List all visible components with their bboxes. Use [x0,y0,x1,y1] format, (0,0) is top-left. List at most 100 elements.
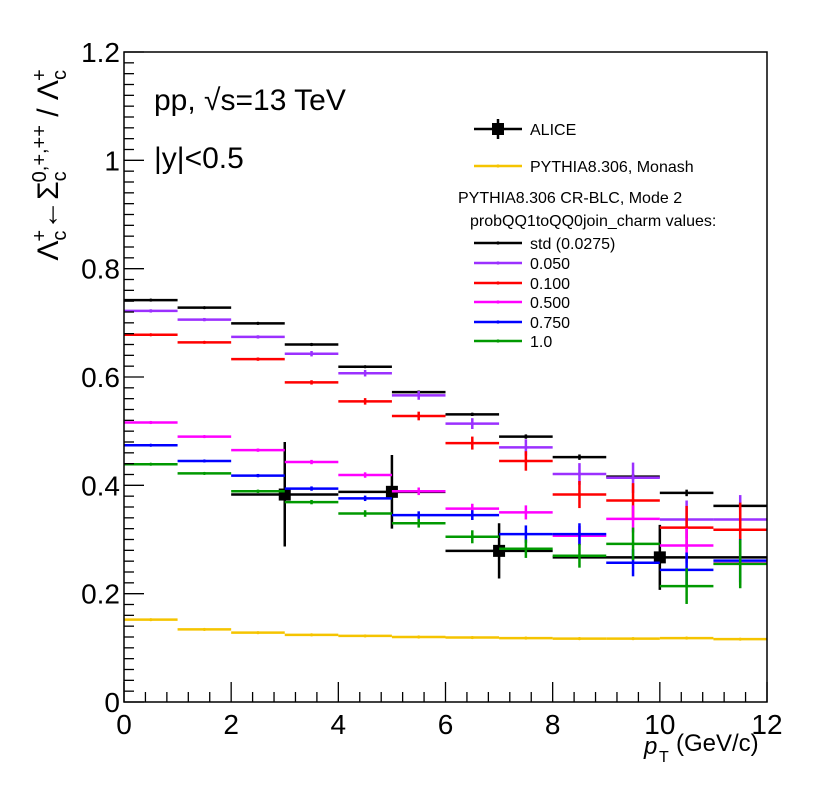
legend-label: 0.050 [530,256,570,273]
data-point-marker [738,562,742,566]
data-point-marker [363,371,367,375]
data-point-marker [524,636,528,640]
data-point-marker [256,357,260,361]
data-point-marker [309,342,314,347]
data-point-marker [577,492,582,497]
data-point-marker [685,636,689,640]
data-point-marker [149,309,153,313]
data-point-marker [685,584,689,588]
legend-marker [496,261,500,265]
data-point-marker [309,633,314,637]
data-point-marker [256,448,260,452]
data-point-marker [631,561,635,565]
data-point-marker [309,500,314,504]
y-tick-label: 0.2 [81,579,120,610]
data-point-marker [363,496,367,500]
x-tick-label: 2 [223,709,239,740]
y-axis-title: Λc+←Σc0,+,++ / Λc+ [29,69,71,260]
legend-label: 0.100 [530,276,570,293]
svg-text:Λc+←Σc0,+,++ / Λc+: Λc+←Σc0,+,++ / Λc+ [29,69,71,260]
data-point-marker [631,542,635,546]
data-point-marker [631,637,635,641]
data-point-marker [363,634,367,638]
legend-marker [496,320,500,324]
data-point-marker [685,491,689,495]
x-tick-label: 6 [438,709,454,740]
legend-label: std (0.0275) [530,236,615,253]
data-point-marker [417,393,421,398]
legend-label: 1.0 [530,334,552,351]
data-point-marker [256,321,260,325]
data-point-marker [493,544,506,557]
data-point-marker [524,532,528,536]
x-axis-title-sub: T [659,749,669,766]
legend-marker [492,123,504,135]
data-point-marker [577,637,582,641]
data-point-marker [149,420,153,425]
data-point-marker [470,412,474,416]
series-0-750 [124,443,767,588]
x-axis-title: p T (GeV/c) [643,730,759,766]
data-point-marker [149,333,153,337]
y-tick-label: 0.6 [81,362,120,393]
data-point-marker [738,528,742,532]
data-point-marker [417,521,421,525]
data-point-marker [631,476,635,480]
legend-header: PYTHIA8.306 CR-BLC, Mode 2 [458,190,682,207]
data-point-marker [363,511,367,516]
y-tick-label: 1 [104,145,120,176]
data-point-marker [309,486,314,491]
x-tick-label: 0 [116,709,132,740]
x-tick-label: 8 [545,709,561,740]
series-pythia8-306-monash [124,618,767,641]
data-point-marker [653,551,666,564]
series-std-0-0275- [124,298,767,510]
data-point-marker [631,498,635,503]
data-point-marker [149,462,153,466]
data-point-marker [256,489,260,493]
data-point-marker [470,513,474,517]
x-tick-label: 12 [751,709,782,740]
data-point-marker [417,489,421,493]
series-0-100 [124,333,767,557]
y-tick-label: 0 [104,687,120,718]
axes: 0 2 4 6 8 10 12 0 0.2 0.4 0.6 0.8 1 1.2 [81,37,783,740]
data-point-marker [470,535,474,539]
legend-label: ALICE [530,122,576,139]
data-point-marker [309,352,314,356]
data-point-marker [202,317,206,322]
data-point-marker [577,532,582,536]
data-point-marker [524,445,528,450]
data-point-marker [577,472,582,476]
data-point-marker [363,399,367,403]
data-point-marker [524,434,528,439]
data-point-marker [309,460,314,464]
annotation-rapidity: |y|<0.5 [154,142,244,175]
legend-marker [496,241,500,245]
plot-area [124,298,767,641]
series-1-0 [124,462,767,604]
series-0-500 [124,420,767,585]
y-tick-label: 1.2 [81,37,120,68]
data-point-marker [202,434,206,439]
legend-marker [496,339,500,343]
data-point-marker [256,335,260,339]
data-point-marker [524,547,528,551]
data-point-marker [256,631,260,635]
data-point-marker [577,554,582,558]
data-point-marker [202,306,206,310]
legend-entry: PYTHIA8.306, Monash [474,159,694,176]
legend: ALICE PYTHIA8.306, Monash PYTHIA8.306 CR-B… [458,119,716,351]
data-point-marker [417,513,421,517]
x-tick-label: 10 [644,709,675,740]
legend-entry: 0.050 [474,256,570,273]
data-point-marker [202,459,206,463]
data-point-marker [363,473,367,477]
data-point-marker [417,414,421,418]
data-point-marker [470,507,474,511]
x-tick-label: 4 [331,709,347,740]
data-point-marker [202,471,206,476]
legend-label: PYTHIA8.306, Monash [530,159,694,176]
data-point-marker [738,637,742,641]
data-point-marker [577,455,582,459]
